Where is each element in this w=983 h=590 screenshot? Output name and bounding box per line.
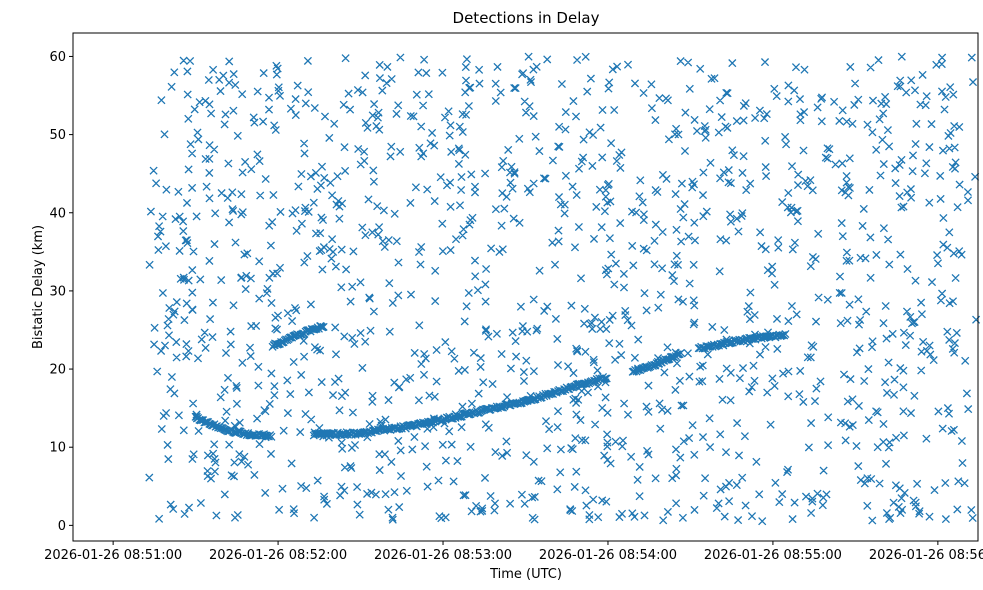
x-tick-label: 2026-01-26 08:53:00: [374, 548, 512, 563]
y-axis-ticks: 0 10 20 30 40 50 60: [49, 50, 73, 534]
plot-frame: [72, 32, 979, 542]
x-tick-label: 2026-01-26 08:51:00: [44, 548, 182, 563]
y-tick-label: 60: [49, 50, 66, 65]
y-tick-label: 10: [49, 441, 66, 456]
data-points: [145, 52, 981, 526]
y-tick-label: 50: [49, 128, 66, 143]
x-tick-label: 2026-01-26 08:56:00: [869, 548, 983, 563]
y-tick-label: 0: [58, 519, 66, 534]
y-axis-label: Bistatic Delay (km): [31, 225, 46, 349]
x-tick-label: 2026-01-26 08:55:00: [704, 548, 842, 563]
x-axis-ticks: 2026-01-26 08:51:00 2026-01-26 08:52:00 20…: [44, 541, 983, 563]
x-tick-label: 2026-01-26 08:54:00: [539, 548, 677, 563]
y-tick-label: 30: [49, 284, 66, 299]
chart-title: Detections in Delay: [453, 9, 600, 27]
x-axis-label: Time (UTC): [489, 567, 562, 582]
x-tick-label: 2026-01-26 08:52:00: [209, 548, 347, 563]
y-tick-label: 20: [49, 363, 66, 378]
detection-markers: [145, 52, 981, 526]
y-tick-label: 40: [49, 206, 66, 221]
